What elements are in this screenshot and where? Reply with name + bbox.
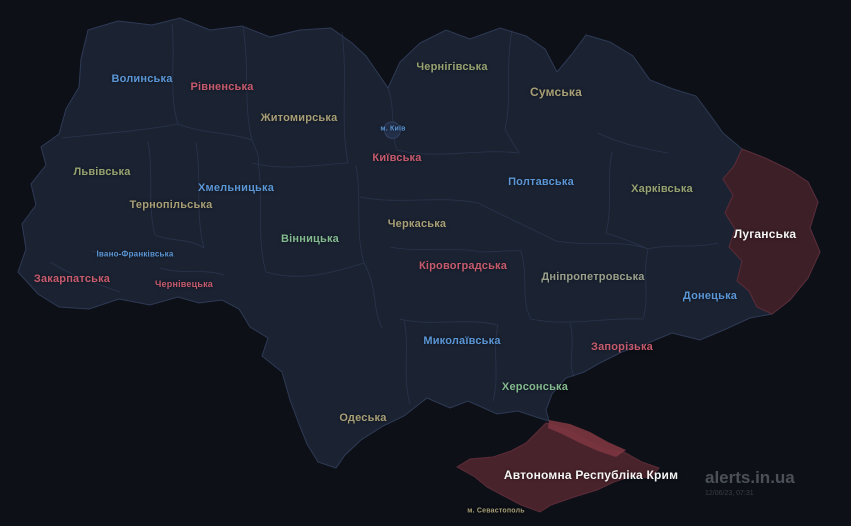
watermark-brand: alerts.in.ua	[705, 468, 795, 487]
kyiv-city-shape[interactable]	[384, 121, 401, 139]
crimea-neck-highlight	[548, 420, 626, 457]
watermark: alerts.in.ua 12/06/23, 07:31	[705, 469, 795, 497]
region-luhansk-alert[interactable]	[722, 148, 821, 315]
watermark-timestamp: 12/06/23, 07:31	[705, 490, 754, 497]
ukraine-landmass[interactable]	[17, 17, 821, 469]
region-crimea-alert[interactable]	[456, 422, 660, 513]
oblast-borders	[49, 23, 719, 405]
